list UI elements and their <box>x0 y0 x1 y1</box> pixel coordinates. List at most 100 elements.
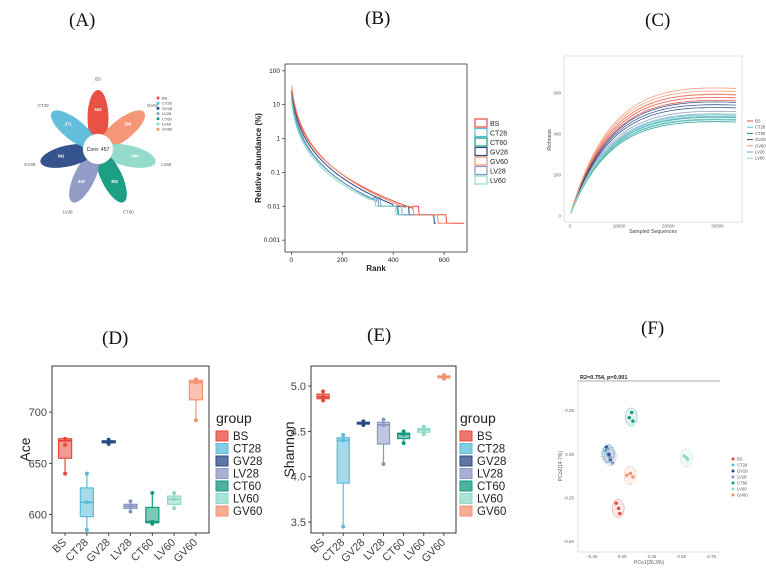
curve-bs <box>570 97 737 213</box>
curve-gv60 <box>570 90 737 213</box>
legend-key <box>215 493 229 504</box>
petal-value: 864 <box>132 153 140 158</box>
data-point <box>84 527 89 532</box>
x-tick-label: 0.50 <box>677 554 686 559</box>
data-point <box>421 424 426 429</box>
box-gv60 <box>437 373 451 381</box>
petal-value: 420 <box>78 179 86 184</box>
legend-label: CT28 <box>737 463 748 468</box>
box-lv28 <box>123 499 138 514</box>
legend-label: GV60 <box>233 506 262 518</box>
legend-key <box>474 146 488 157</box>
data-point <box>341 524 346 529</box>
data-point <box>381 462 386 467</box>
legend-label: LV28 <box>490 169 506 176</box>
petal-value: 396 <box>124 121 132 126</box>
petal-ct60: 392 <box>96 151 127 203</box>
y-axis-label: Relative abundance (%) <box>254 113 263 203</box>
data-point <box>421 432 426 437</box>
y-tick-label: 0 <box>558 213 561 218</box>
legend-dot <box>731 457 735 461</box>
sample-point <box>627 415 632 420</box>
data-point <box>172 506 177 511</box>
data-point <box>381 422 386 427</box>
box-ct28 <box>336 432 350 529</box>
legend-label: LV28 <box>737 475 747 480</box>
legend-dot <box>156 122 160 126</box>
box-ct60 <box>396 429 411 446</box>
sample-point <box>629 410 634 415</box>
legend-label: GV60 <box>737 493 748 498</box>
data-point <box>193 418 198 423</box>
box-gv28 <box>101 437 116 446</box>
legend-label: LV28 <box>233 469 259 481</box>
cluster-bs <box>611 499 625 518</box>
y-tick-label: 4.5 <box>291 426 306 438</box>
data-point <box>401 441 406 446</box>
series-line-ct60 <box>291 96 407 216</box>
cluster-gv60 <box>623 465 637 485</box>
petal-group-label: BS <box>95 77 101 82</box>
y-tick-label: 700 <box>29 407 47 419</box>
series-line-lv28 <box>291 95 413 216</box>
curve-lv28 <box>570 110 737 214</box>
ace-boxplot: 600650700BSCT28GV28LV28CT60LV60GV60Acegr… <box>17 365 262 565</box>
y-tick-label: 0.00 <box>565 452 574 457</box>
petal-shape <box>40 143 96 168</box>
legend-key <box>474 156 488 166</box>
panel-label-e: (E) <box>367 325 392 346</box>
box-bs <box>316 389 330 403</box>
legend-label: LV28 <box>755 150 765 155</box>
y-tick-label: -0.50 <box>564 539 575 544</box>
legend-label: LV28 <box>162 111 172 116</box>
legend-key <box>215 455 229 467</box>
legend-label: CT60 <box>233 481 261 493</box>
curve-gv28 <box>570 104 737 214</box>
legend-label: LV60 <box>755 156 765 161</box>
data-point <box>172 491 177 496</box>
petal-shape <box>87 90 109 146</box>
legend-dot <box>731 487 735 491</box>
curve-bs <box>570 100 737 213</box>
y-tick-label: 0.01 <box>267 203 280 210</box>
x-tick-label: 10000 <box>613 224 626 229</box>
box-gv60 <box>188 377 204 423</box>
petal-bs: 524 <box>87 90 109 146</box>
x-tick-label: 0 <box>569 224 572 229</box>
pcoa-stats: R2=0.754, p=0.001 <box>580 375 627 381</box>
data-point <box>361 419 366 424</box>
confidence-ellipse <box>623 465 637 485</box>
legend-dot <box>156 106 160 110</box>
legend-label: CT60 <box>755 131 766 136</box>
box-ct28 <box>79 471 95 532</box>
curve-ct60 <box>570 121 737 214</box>
petal-shape <box>50 110 97 149</box>
y-tick-label: 600 <box>29 510 47 522</box>
series-line-lv60 <box>291 102 405 216</box>
data-point <box>84 500 89 505</box>
x-tick-label: -0.25 <box>587 554 598 559</box>
petal-group-label: GV60 <box>147 103 159 108</box>
data-point <box>321 398 326 403</box>
legend-dot <box>156 96 160 100</box>
x-tick-label: GV28 <box>84 537 112 565</box>
x-axis-label: PCo1(26.3%) <box>634 560 664 566</box>
x-axis-label: Rank <box>366 264 386 273</box>
y-tick-label: 5.0 <box>291 381 306 393</box>
petal-gv60: 396 <box>99 110 146 149</box>
sample-point <box>631 419 635 423</box>
x-tick-label: 0.75 <box>707 554 716 559</box>
data-point <box>401 429 406 434</box>
data-point <box>341 432 346 437</box>
sample-point <box>610 461 615 465</box>
legend-dot <box>731 469 735 473</box>
legend-label: CT28 <box>477 444 505 456</box>
sample-point <box>625 473 629 477</box>
legend-title: group <box>460 410 496 426</box>
petal-group-label: GV28 <box>24 162 36 167</box>
y-tick-label: -0.25 <box>564 495 575 500</box>
legend-label: GV28 <box>162 106 173 111</box>
series-line-gv60 <box>291 85 455 224</box>
